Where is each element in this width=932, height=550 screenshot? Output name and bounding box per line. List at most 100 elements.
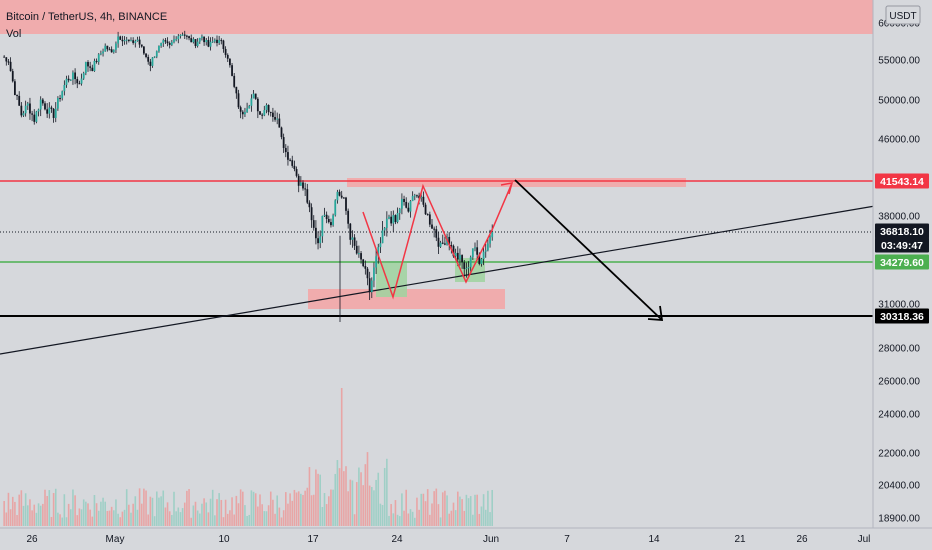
candle-body — [338, 191, 341, 196]
volume-bar — [153, 516, 156, 526]
candle-body — [20, 105, 23, 116]
candle-body — [439, 242, 442, 247]
candle-body — [351, 237, 354, 240]
price-tick-label: 50000.00 — [878, 96, 920, 107]
volume-bar — [306, 487, 309, 526]
volume-bar — [18, 494, 20, 526]
volume-bar — [130, 512, 132, 526]
target-arrowhead[interactable] — [647, 305, 664, 321]
candle-body — [93, 60, 96, 72]
candle-body — [405, 201, 408, 208]
volume-bar — [242, 491, 244, 526]
candle-body — [29, 103, 31, 114]
candle-body — [385, 218, 388, 228]
time-tick-label[interactable]: 7 — [564, 534, 570, 545]
volume-bar — [392, 513, 395, 526]
time-tick-label[interactable]: Jul — [858, 534, 871, 545]
price-axis[interactable] — [873, 0, 932, 550]
candle-body — [140, 44, 143, 47]
candle-body — [18, 95, 21, 106]
target-arrow[interactable] — [514, 179, 664, 321]
candle-body — [82, 73, 85, 79]
projection-path[interactable] — [362, 182, 514, 300]
volume-bar — [108, 510, 111, 526]
volume-bar — [347, 491, 349, 526]
candle-body — [306, 189, 309, 203]
projection-arrowhead[interactable] — [500, 182, 514, 195]
volume-bar — [287, 503, 289, 526]
zone-box[interactable] — [0, 0, 932, 34]
candle-body — [24, 105, 27, 114]
time-tick-label[interactable]: 26 — [26, 534, 38, 545]
trend-line[interactable] — [0, 205, 876, 355]
candle-body — [319, 236, 322, 244]
candle-body — [196, 41, 199, 47]
candle-body — [145, 53, 147, 57]
candle-body — [26, 103, 29, 106]
candle-body — [482, 251, 485, 260]
symbol-title[interactable]: Bitcoin / TetherUS, 4h, BINANCE — [6, 11, 167, 23]
target-arrow-line[interactable] — [514, 179, 663, 321]
volume-bar — [390, 504, 392, 526]
volume-indicator-label[interactable]: Vol — [6, 28, 21, 40]
candle-body — [203, 36, 205, 43]
time-tick-label[interactable]: Jun — [483, 534, 499, 545]
volume-bar — [371, 486, 373, 526]
volume-bar — [115, 499, 117, 526]
volume-bar — [214, 515, 216, 526]
volume-bar — [117, 513, 119, 526]
volume-bar — [164, 507, 167, 526]
candle-body — [345, 197, 347, 211]
time-tick-label[interactable]: 14 — [648, 534, 660, 545]
volume-bar — [403, 510, 405, 526]
candle-body — [9, 61, 12, 72]
volume-bar — [355, 482, 358, 526]
candle-body — [484, 250, 487, 252]
currency-label: USDT — [889, 11, 916, 22]
candle-body — [267, 104, 270, 112]
volume-bar — [482, 494, 485, 526]
projection-line[interactable] — [362, 182, 513, 300]
time-tick-label[interactable]: 17 — [307, 534, 319, 545]
trend-line-segment[interactable] — [0, 205, 876, 355]
candle-body — [192, 39, 195, 43]
volume-bar — [394, 500, 397, 526]
time-tick-label[interactable]: 26 — [796, 534, 808, 545]
time-axis-ticks[interactable]: 26 May 10 17 24 Jun 7 14 21 26 Jul — [26, 534, 870, 545]
candle-body — [321, 215, 324, 237]
candle-body — [347, 210, 350, 224]
candle-body — [420, 196, 423, 199]
volume-bar — [360, 472, 362, 526]
candle-body — [431, 224, 433, 229]
volume-bar — [321, 506, 324, 526]
volume-bar — [401, 493, 403, 526]
volume-bar — [418, 509, 420, 526]
volume-bar — [373, 490, 375, 526]
volume-bar — [295, 492, 298, 526]
volume-bar — [237, 503, 240, 526]
time-tick-label[interactable]: May — [106, 534, 125, 545]
price-tick-label: 26000.00 — [878, 377, 920, 388]
volume-bar — [67, 503, 70, 526]
volume-bar — [375, 479, 377, 526]
candle-body — [190, 38, 193, 43]
volume-bar — [179, 512, 182, 526]
candle-body — [91, 67, 94, 72]
time-tick-label[interactable]: 10 — [218, 534, 230, 545]
time-tick-label[interactable]: 24 — [391, 534, 403, 545]
volume-bar — [128, 504, 130, 526]
candle-body — [476, 247, 479, 255]
volume-bar — [233, 514, 235, 526]
volume-bar — [201, 503, 203, 526]
currency-button[interactable] — [885, 5, 921, 25]
volume-bar — [78, 508, 81, 526]
candle-body — [327, 219, 330, 223]
price-tick-label: 24000.00 — [878, 410, 920, 421]
volume-bar — [80, 509, 83, 526]
time-tick-label[interactable]: 21 — [734, 534, 746, 545]
candle-body — [188, 36, 190, 39]
candle-body — [261, 114, 264, 116]
volume-bar — [381, 504, 384, 526]
price-tick-label: 22000.00 — [878, 449, 920, 460]
